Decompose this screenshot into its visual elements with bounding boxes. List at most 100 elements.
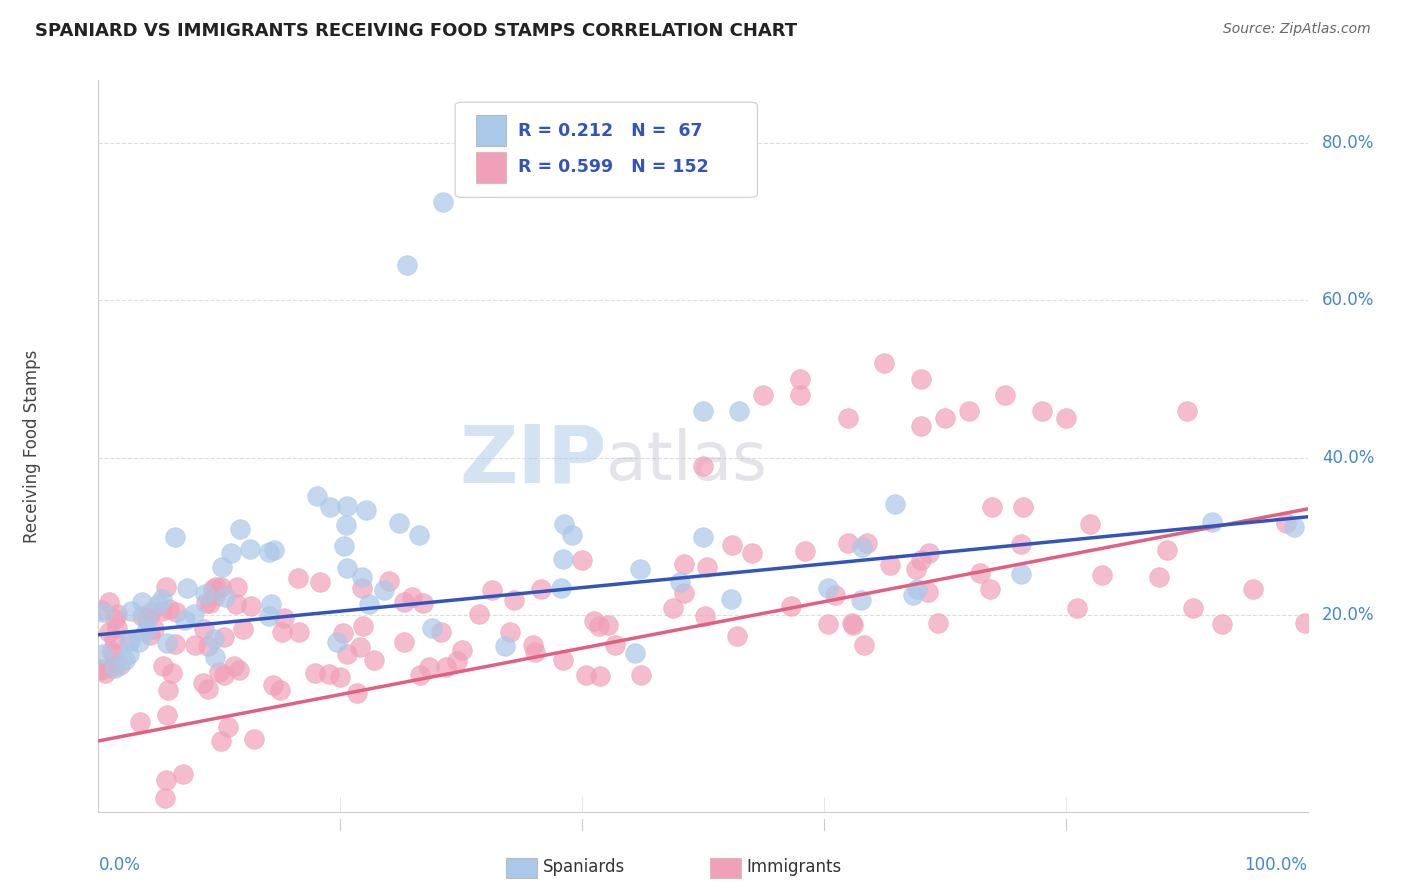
Text: 40.0%: 40.0% bbox=[1322, 449, 1375, 467]
Point bbox=[103, 648, 125, 662]
Point bbox=[90, 603, 112, 617]
Point bbox=[356, 503, 378, 517]
Point bbox=[163, 637, 186, 651]
Point bbox=[214, 590, 236, 604]
Point bbox=[105, 607, 128, 622]
Point bbox=[318, 666, 340, 681]
Point bbox=[197, 681, 219, 696]
Point bbox=[721, 538, 744, 552]
Point bbox=[209, 580, 232, 594]
Point bbox=[195, 596, 218, 610]
Point bbox=[332, 625, 354, 640]
Point bbox=[628, 562, 651, 576]
Point bbox=[910, 553, 932, 567]
Point bbox=[128, 714, 150, 729]
Point bbox=[1241, 582, 1264, 597]
Point bbox=[221, 545, 243, 559]
Point bbox=[624, 646, 647, 660]
Point bbox=[603, 638, 626, 652]
Point bbox=[598, 618, 620, 632]
Point bbox=[363, 653, 385, 667]
Point bbox=[135, 624, 157, 639]
Point bbox=[725, 629, 748, 643]
Point bbox=[319, 500, 342, 515]
Point bbox=[503, 592, 526, 607]
Point bbox=[879, 558, 901, 572]
Point bbox=[1156, 543, 1178, 558]
FancyBboxPatch shape bbox=[456, 103, 758, 197]
Point bbox=[136, 611, 159, 625]
Point bbox=[97, 595, 120, 609]
Point bbox=[243, 732, 266, 747]
Point bbox=[91, 647, 114, 661]
Point bbox=[446, 654, 468, 668]
Point bbox=[165, 605, 187, 619]
Point bbox=[90, 663, 112, 677]
Point bbox=[271, 624, 294, 639]
Point bbox=[239, 599, 262, 613]
Point bbox=[1091, 567, 1114, 582]
Point bbox=[1054, 411, 1077, 425]
Point bbox=[582, 614, 605, 628]
Text: Receiving Food Stamps: Receiving Food Stamps bbox=[22, 350, 41, 542]
Point bbox=[994, 388, 1017, 402]
Point bbox=[980, 500, 1002, 514]
Point bbox=[728, 403, 751, 417]
Text: 80.0%: 80.0% bbox=[1322, 134, 1375, 153]
Point bbox=[257, 545, 280, 559]
Point bbox=[388, 516, 411, 530]
Point bbox=[225, 580, 247, 594]
Point bbox=[153, 791, 176, 805]
Point bbox=[117, 647, 139, 661]
Point bbox=[204, 649, 226, 664]
Point bbox=[191, 675, 214, 690]
Point bbox=[789, 388, 811, 402]
Point bbox=[204, 590, 226, 604]
Point bbox=[481, 582, 503, 597]
Point bbox=[401, 590, 423, 604]
Point bbox=[979, 582, 1001, 596]
Point bbox=[530, 582, 553, 596]
Point bbox=[392, 635, 415, 649]
Point bbox=[217, 720, 239, 734]
Point bbox=[208, 665, 231, 679]
Point bbox=[553, 551, 575, 566]
Point bbox=[91, 605, 114, 619]
Text: 100.0%: 100.0% bbox=[1244, 855, 1308, 873]
Point bbox=[131, 595, 153, 609]
Point bbox=[152, 659, 174, 673]
Point bbox=[157, 602, 180, 616]
Point bbox=[927, 616, 949, 631]
Point bbox=[118, 633, 141, 648]
Point bbox=[494, 639, 516, 653]
Point bbox=[173, 613, 195, 627]
Point bbox=[910, 419, 932, 434]
Point bbox=[550, 582, 572, 596]
Point bbox=[205, 580, 228, 594]
Point bbox=[138, 627, 160, 641]
Point bbox=[752, 388, 775, 402]
Point bbox=[352, 618, 374, 632]
Point bbox=[571, 552, 593, 566]
Point bbox=[883, 497, 905, 511]
Point bbox=[212, 668, 235, 682]
Point bbox=[1181, 600, 1204, 615]
Point bbox=[551, 653, 574, 667]
Point bbox=[346, 686, 368, 700]
Point bbox=[155, 581, 177, 595]
Point bbox=[692, 530, 714, 544]
Point bbox=[139, 605, 162, 619]
Point bbox=[104, 612, 127, 626]
Point bbox=[329, 670, 352, 684]
Point bbox=[209, 733, 232, 747]
Point bbox=[1275, 516, 1298, 531]
Point bbox=[1066, 601, 1088, 615]
Point bbox=[1282, 519, 1305, 533]
Point bbox=[1012, 500, 1035, 514]
Point bbox=[201, 582, 224, 596]
Point bbox=[720, 592, 742, 607]
Point bbox=[308, 575, 330, 590]
Point bbox=[873, 356, 896, 370]
Point bbox=[157, 683, 180, 698]
Point bbox=[588, 618, 610, 632]
